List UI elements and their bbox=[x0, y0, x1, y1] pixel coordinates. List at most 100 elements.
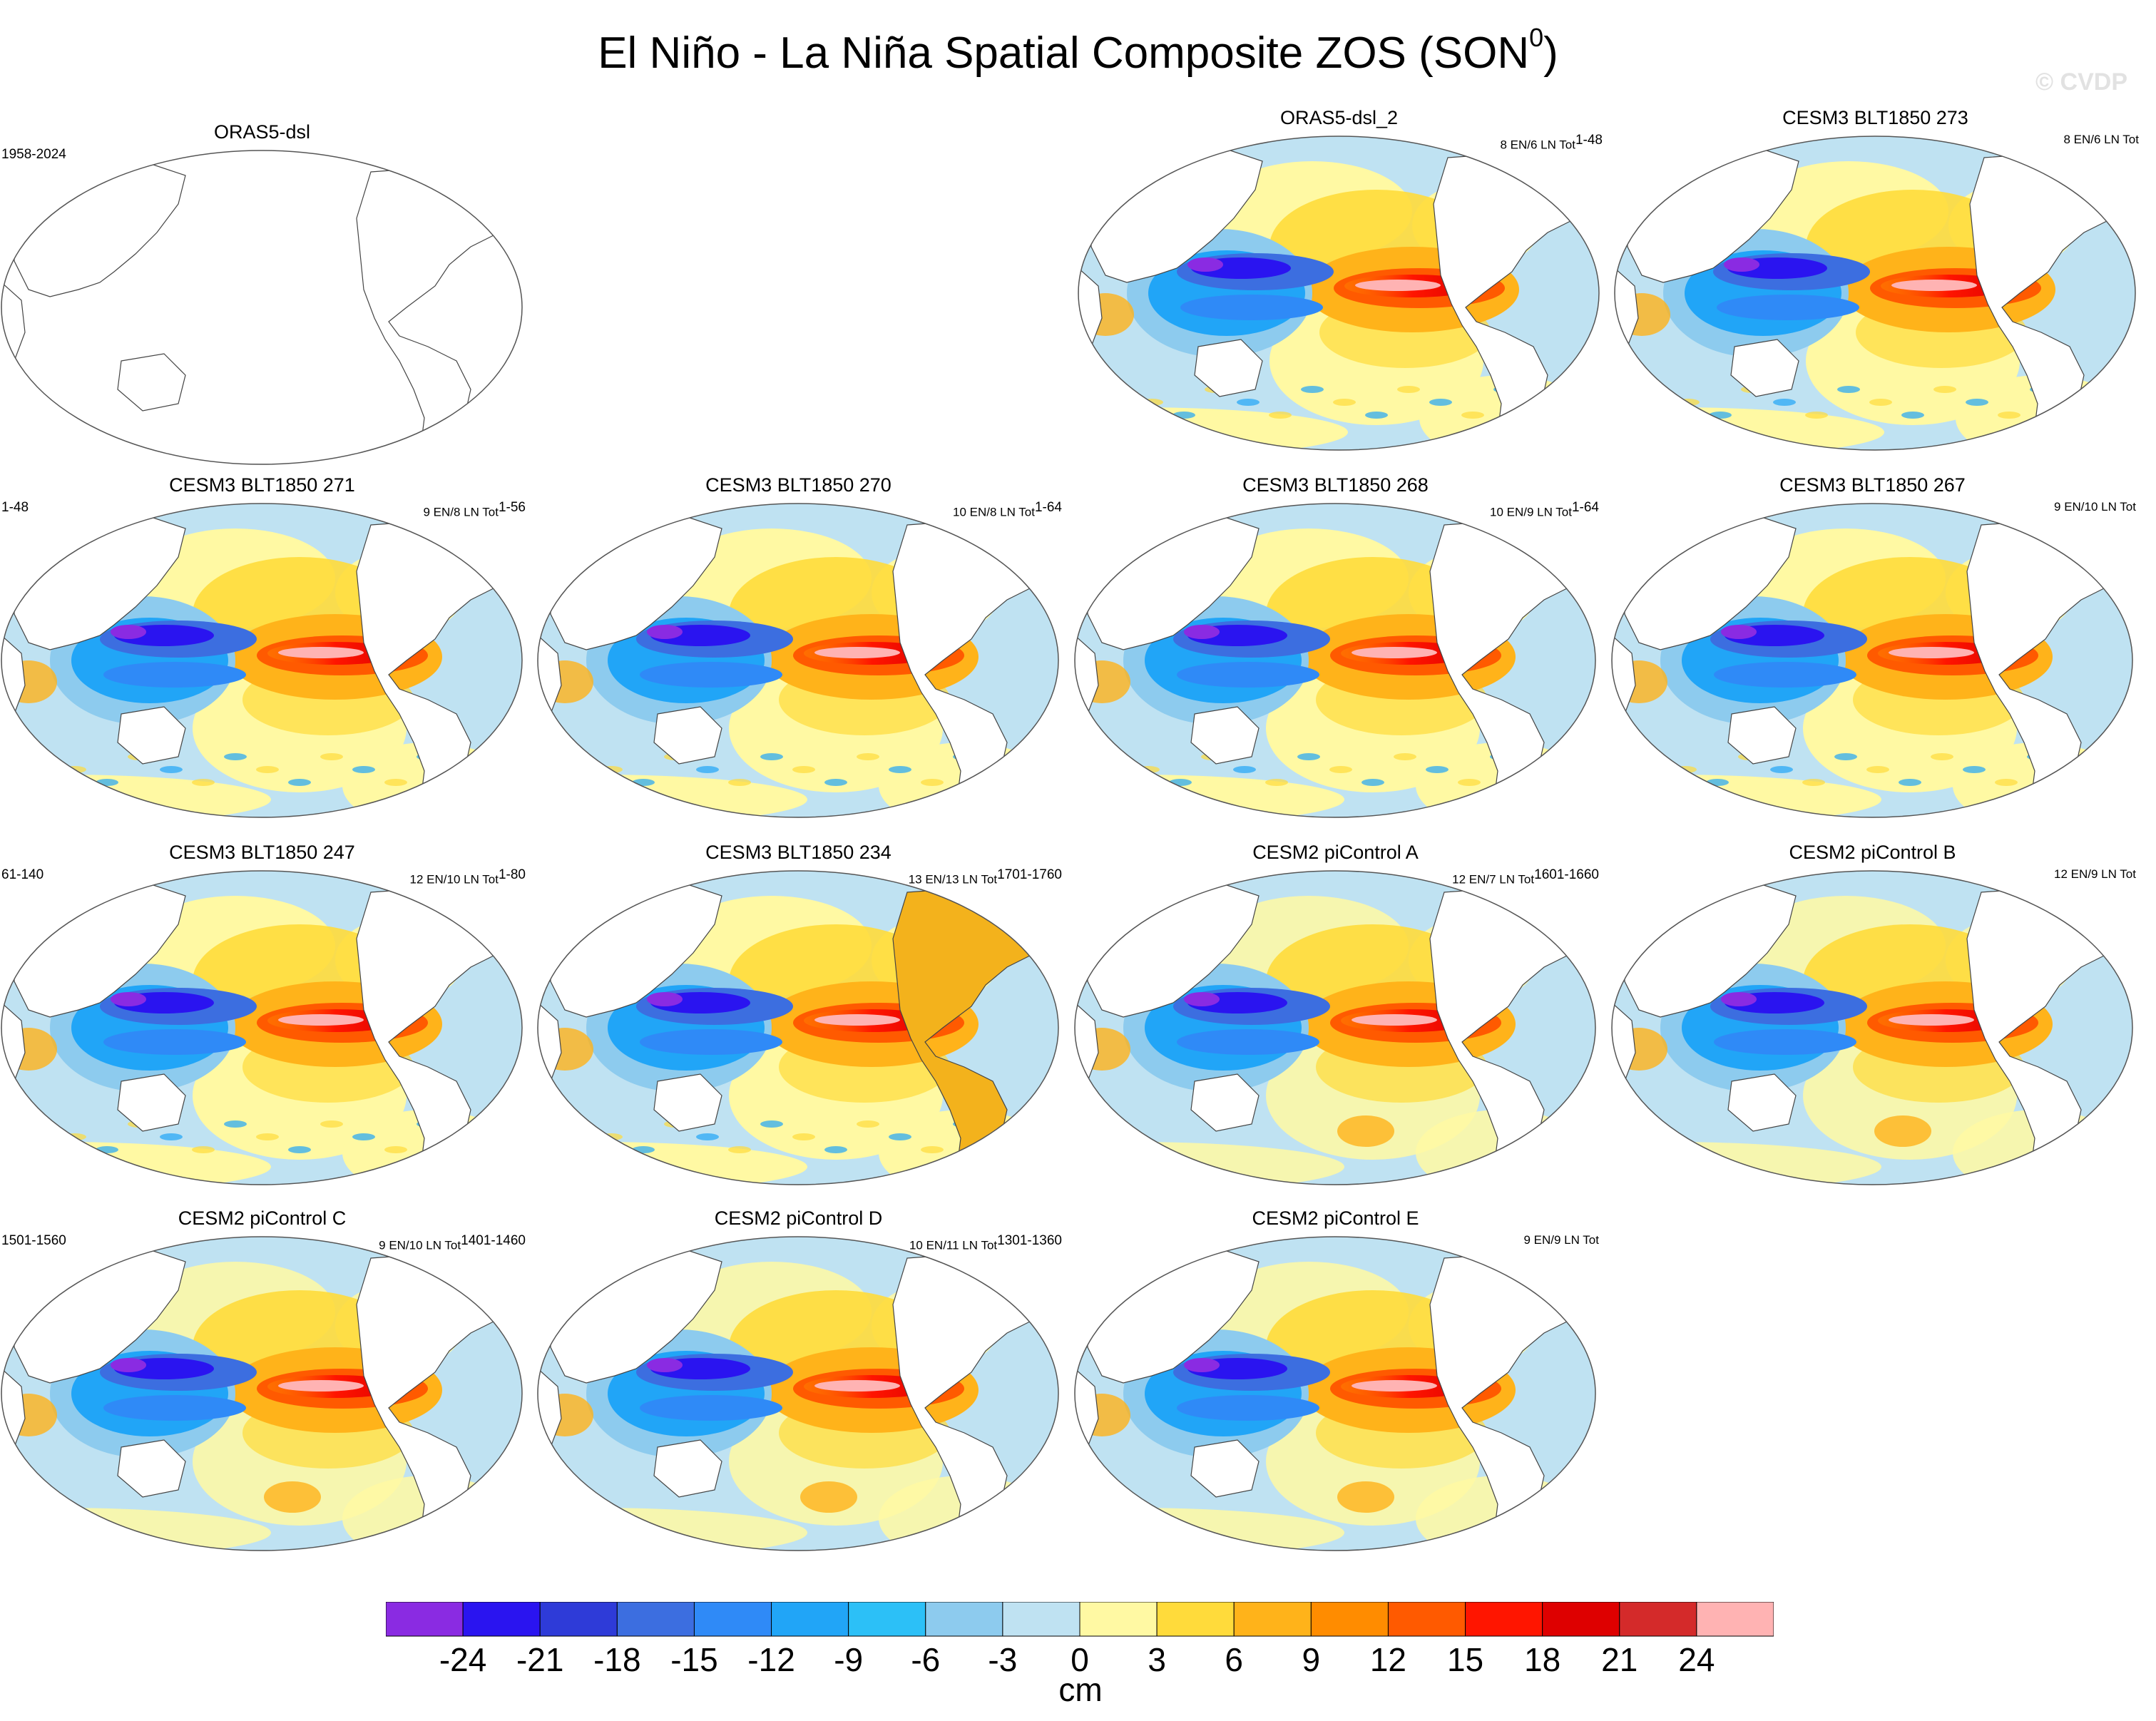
composite-map bbox=[537, 870, 1059, 1185]
colorbar-tick-label: 0 bbox=[1071, 1641, 1089, 1678]
composite-map bbox=[1074, 503, 1596, 818]
panel-event-count-text: 8 EN/6 LN Tot bbox=[1500, 138, 1575, 152]
colorbar-swatch bbox=[1696, 1602, 1774, 1637]
map-panel: CESM3 BLT1850 271 1-48 9 EN/8 LN Tot1-56 bbox=[0, 474, 526, 820]
map-panel: CESM3 BLT1850 268 10 EN/9 LN Tot1-64 bbox=[1073, 474, 1599, 820]
colorbar-tick-label: 21 bbox=[1601, 1641, 1638, 1678]
panel-title: CESM2 piControl A bbox=[1252, 842, 1419, 863]
cvdp-watermark: © CVDP bbox=[2035, 68, 2127, 96]
colorbar-unit: cm bbox=[1058, 1671, 1103, 1708]
panel-title: CESM2 piControl D bbox=[714, 1207, 883, 1229]
panel-title: CESM2 piControl B bbox=[1789, 842, 1956, 863]
composite-map bbox=[1078, 136, 1600, 451]
colorbar-tick-label: 18 bbox=[1524, 1641, 1561, 1678]
panel-event-count-text: 12 EN/9 LN Tot bbox=[2054, 867, 2136, 881]
colorbar-swatch bbox=[1542, 1602, 1620, 1637]
panel-period-label: 1958-2024 bbox=[1, 147, 66, 162]
panel-event-count: 9 EN/10 LN Tot bbox=[2054, 500, 2136, 514]
panel-title: CESM2 piControl C bbox=[178, 1207, 347, 1229]
composite-map bbox=[1, 150, 523, 465]
colorbar-swatch bbox=[1156, 1602, 1235, 1637]
map-panel: CESM3 BLT1850 270 10 EN/8 LN Tot1-64 bbox=[536, 474, 1062, 820]
panel-event-count: 10 EN/11 LN Tot1301-1360 bbox=[909, 1233, 1062, 1253]
colorbar-swatch bbox=[1002, 1602, 1080, 1637]
colorbar-tick-label: -12 bbox=[747, 1641, 795, 1678]
map-panel: ORAS5-dsl 1958-2024 bbox=[0, 121, 524, 467]
panel-period-sup: 1401-1460 bbox=[461, 1233, 526, 1248]
panel-event-count-text: 9 EN/9 LN Tot bbox=[1523, 1233, 1599, 1247]
composite-map bbox=[537, 503, 1059, 818]
colorbar-swatch bbox=[616, 1602, 695, 1637]
panel-period-sup: 1-56 bbox=[498, 500, 526, 515]
colorbar-tick-label: -18 bbox=[593, 1641, 641, 1678]
panel-event-count-text: 13 EN/13 LN Tot bbox=[908, 872, 998, 887]
composite-map bbox=[1, 1236, 523, 1551]
colorbar-swatch bbox=[1233, 1602, 1312, 1637]
colorbar-swatch bbox=[386, 1602, 464, 1637]
panel-event-count-text: 10 EN/9 LN Tot bbox=[1489, 505, 1572, 519]
panel-period-sup: 1701-1760 bbox=[997, 867, 1062, 882]
composite-map bbox=[1074, 1236, 1596, 1551]
composite-map bbox=[537, 1236, 1059, 1551]
composite-map bbox=[1614, 136, 2136, 451]
figure-title: El Niño - La Niña Spatial Composite ZOS … bbox=[598, 23, 1558, 78]
panel-title: CESM3 BLT1850 234 bbox=[705, 842, 891, 863]
panel-title: ORAS5-dsl bbox=[213, 121, 311, 143]
colorbar-swatch bbox=[462, 1602, 541, 1637]
composite-map bbox=[1074, 870, 1596, 1185]
colorbar-tick-label: 24 bbox=[1678, 1641, 1715, 1678]
panel-event-count: 9 EN/9 LN Tot bbox=[1523, 1233, 1599, 1247]
composite-map bbox=[1, 503, 523, 818]
colorbar-swatch bbox=[693, 1602, 772, 1637]
colorbar-swatch bbox=[1465, 1602, 1543, 1637]
panel-event-count-text: 12 EN/7 LN Tot bbox=[1452, 872, 1535, 887]
colorbar-swatch bbox=[1310, 1602, 1389, 1637]
map-panel: CESM2 piControl B 12 EN/9 LN Tot bbox=[1610, 842, 2136, 1188]
map-panel: CESM2 piControl E 9 EN/9 LN Tot bbox=[1073, 1207, 1599, 1553]
colorbar-swatch bbox=[1619, 1602, 1697, 1637]
colorbar-tick-label: -9 bbox=[834, 1641, 864, 1678]
panel-event-count: 13 EN/13 LN Tot1701-1760 bbox=[909, 867, 1062, 887]
map-panel: CESM2 piControl A 12 EN/7 LN Tot1601-1660 bbox=[1073, 842, 1599, 1188]
colorbar-tick-label: -21 bbox=[516, 1641, 564, 1678]
map-panel: CESM3 BLT1850 273 8 EN/6 LN Tot bbox=[1613, 107, 2139, 453]
panel-event-count-text: 10 EN/11 LN Tot bbox=[909, 1238, 998, 1252]
panel-event-count: 12 EN/7 LN Tot1601-1660 bbox=[1452, 867, 1599, 887]
panel-period-sup: 1-64 bbox=[1571, 500, 1599, 515]
panel-event-count: 9 EN/10 LN Tot1401-1460 bbox=[379, 1233, 526, 1253]
colorbar-tick-label: 15 bbox=[1446, 1641, 1484, 1678]
panel-title: CESM3 BLT1850 268 bbox=[1242, 474, 1429, 496]
panel-title: ORAS5-dsl_2 bbox=[1279, 107, 1399, 128]
panel-event-count: 12 EN/10 LN Tot1-80 bbox=[410, 867, 526, 887]
panel-event-count-text: 8 EN/6 LN Tot bbox=[2063, 133, 2139, 146]
map-panel: CESM3 BLT1850 234 13 EN/13 LN Tot1701-176… bbox=[536, 842, 1062, 1188]
colorbar-tick-label: 3 bbox=[1148, 1641, 1166, 1678]
panel-event-count-text: 9 EN/8 LN Tot bbox=[423, 505, 499, 519]
colorbar-tick-label: -24 bbox=[439, 1641, 487, 1678]
colorbar-swatch bbox=[1079, 1602, 1158, 1637]
panel-period-label: 1-48 bbox=[1, 500, 29, 515]
panel-event-count: 8 EN/6 LN Tot bbox=[2063, 133, 2139, 147]
panel-title: CESM3 BLT1850 271 bbox=[169, 474, 355, 496]
map-panel: ORAS5-dsl_2 8 EN/6 LN Tot1-48 bbox=[1077, 107, 1603, 453]
map-panel: CESM2 piControl C 1501-1560 9 EN/10 LN Tot… bbox=[0, 1207, 526, 1553]
panel-title: CESM2 piControl E bbox=[1252, 1207, 1419, 1229]
panel-period-sup: 1-80 bbox=[498, 867, 526, 882]
map-panel: CESM3 BLT1850 267 9 EN/10 LN Tot bbox=[1610, 474, 2136, 820]
map-panel: CESM2 piControl D 10 EN/11 LN Tot1301-136… bbox=[536, 1207, 1062, 1553]
panel-event-count-text: 10 EN/8 LN Tot bbox=[952, 505, 1035, 519]
colorbar-tick-label: -6 bbox=[911, 1641, 941, 1678]
panel-period-label: 1501-1560 bbox=[1, 1233, 66, 1248]
panel-title: CESM3 BLT1850 267 bbox=[1779, 474, 1966, 496]
colorbar-swatch bbox=[848, 1602, 926, 1637]
panel-event-count: 10 EN/9 LN Tot1-64 bbox=[1490, 500, 1599, 520]
panel-title: CESM3 BLT1850 273 bbox=[1782, 107, 1968, 128]
panel-event-count: 12 EN/9 LN Tot bbox=[2054, 867, 2136, 882]
panel-event-count-text: 9 EN/10 LN Tot bbox=[2054, 500, 2136, 514]
colorbar bbox=[386, 1602, 1774, 1637]
colorbar-tick-label: 9 bbox=[1302, 1641, 1321, 1678]
panel-event-count: 10 EN/8 LN Tot1-64 bbox=[953, 500, 1062, 520]
colorbar-tick-label: 6 bbox=[1225, 1641, 1244, 1678]
composite-map bbox=[1611, 870, 2133, 1185]
colorbar-tick-label: -15 bbox=[670, 1641, 718, 1678]
